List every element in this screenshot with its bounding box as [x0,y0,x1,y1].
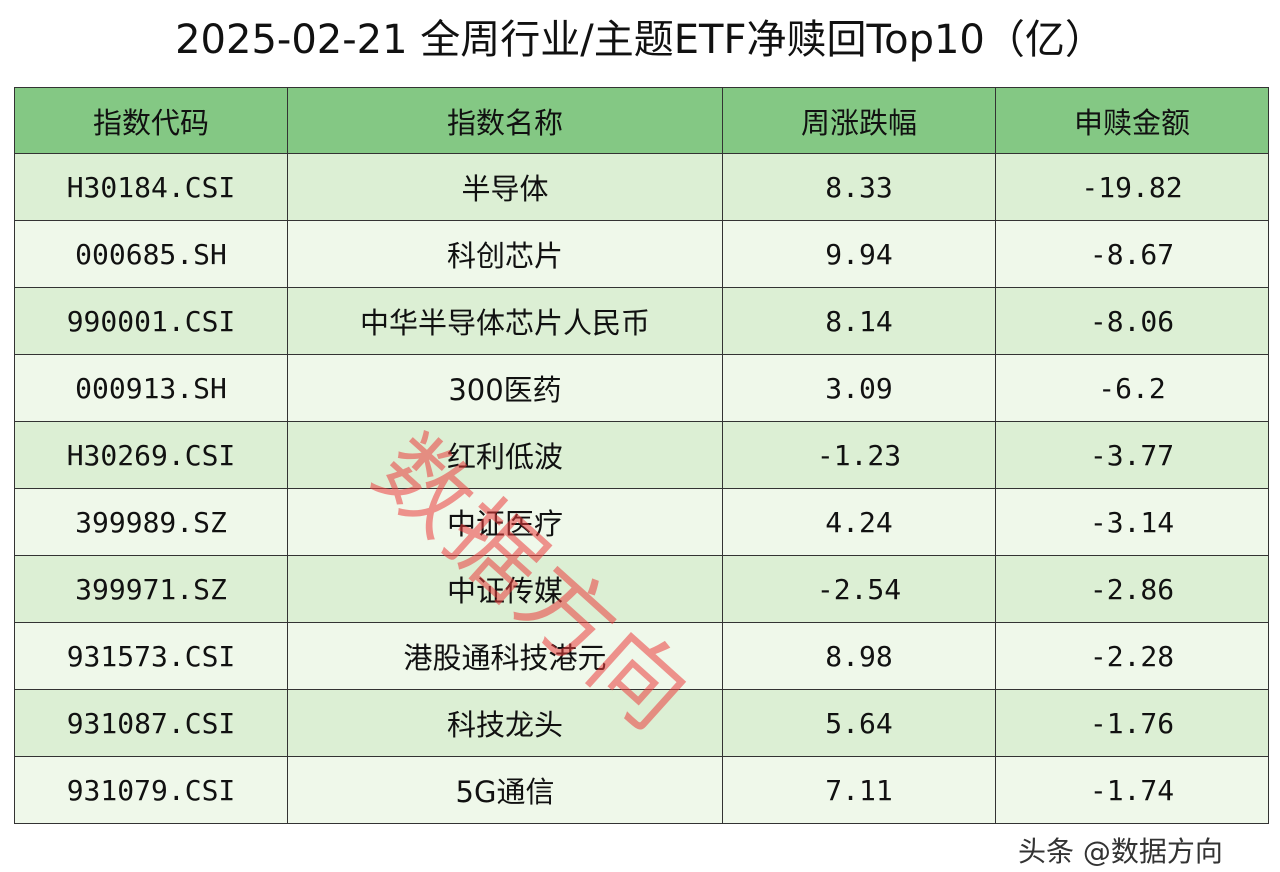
table-cell: 中华半导体芯片人民币 [287,287,723,355]
table-cell: -8.67 [995,220,1269,288]
column-header: 指数代码 [14,87,288,154]
table-row: 000685.SH 科创芯片 9.94 -8.67 [14,220,1269,288]
header-row: 指数代码 指数名称 周涨跌幅 申赎金额 [14,87,1269,154]
table-row: H30269.CSI 红利低波 -1.23 -3.77 [14,421,1269,489]
table-cell: -2.28 [995,622,1269,690]
table-cell: 5G通信 [287,756,723,824]
table-cell: 000685.SH [14,220,288,288]
table-cell: 931087.CSI [14,689,288,757]
table-cell: 8.14 [722,287,996,355]
table-cell: 990001.CSI [14,287,288,355]
table-cell: 300医药 [287,354,723,422]
table: 指数代码 指数名称 周涨跌幅 申赎金额 H30184.CSI 半导体 8.33 -19.82… [14,87,1269,824]
table-cell: -2.54 [722,555,996,623]
table-row: H30184.CSI 半导体 8.33 -19.82 [14,153,1269,221]
table-cell: 399989.SZ [14,488,288,556]
table-cell: 红利低波 [287,421,723,489]
table-cell: 9.94 [722,220,996,288]
table-row: 990001.CSI 中华半导体芯片人民币 8.14 -8.06 [14,287,1269,355]
table-body: H30184.CSI 半导体 8.33 -19.82 000685.SH 科创芯片 9.94… [14,153,1269,824]
table-cell: 5.64 [722,689,996,757]
column-header: 申赎金额 [995,87,1269,154]
table-row: 931087.CSI 科技龙头 5.64 -1.76 [14,689,1269,757]
table-cell: -1.74 [995,756,1269,824]
table-cell: -1.23 [722,421,996,489]
table-cell: -6.2 [995,354,1269,422]
title: 2025-02-21 全周行业/主题ETF净赎回Top10（亿） [175,17,1105,63]
table-cell: -8.06 [995,287,1269,355]
table-cell: 8.98 [722,622,996,690]
table-cell: -3.77 [995,421,1269,489]
table-cell: 3.09 [722,354,996,422]
table-cell: -3.14 [995,488,1269,556]
table-row: 931079.CSI 5G通信 7.11 -1.74 [14,756,1269,824]
table-cell: 000913.SH [14,354,288,422]
table-row: 399971.SZ 中证传媒 -2.54 -2.86 [14,555,1269,623]
table-cell: 港股通科技港元 [287,622,723,690]
column-header: 周涨跌幅 [722,87,996,154]
table-cell: 半导体 [287,153,723,221]
table-cell: 4.24 [722,488,996,556]
table-cell: 中证医疗 [287,488,723,556]
table-cell: -1.76 [995,689,1269,757]
table-row: 000913.SH 300医药 3.09 -6.2 [14,354,1269,422]
column-header: 指数名称 [287,87,723,154]
table-row: 931573.CSI 港股通科技港元 8.98 -2.28 [14,622,1269,690]
table-cell: 8.33 [722,153,996,221]
table-cell: H30184.CSI [14,153,288,221]
table-row: 399989.SZ 中证医疗 4.24 -3.14 [14,488,1269,556]
table-cell: -2.86 [995,555,1269,623]
table-cell: 399971.SZ [14,555,288,623]
table-cell: 7.11 [722,756,996,824]
table-cell: 中证传媒 [287,555,723,623]
table-cell: H30269.CSI [14,421,288,489]
table-cell: 931573.CSI [14,622,288,690]
table-cell: 931079.CSI [14,756,288,824]
table-cell: 科创芯片 [287,220,723,288]
table-cell: 科技龙头 [287,689,723,757]
table-cell: -19.82 [995,153,1269,221]
footer: 头条 @数据方向 [1018,835,1223,868]
